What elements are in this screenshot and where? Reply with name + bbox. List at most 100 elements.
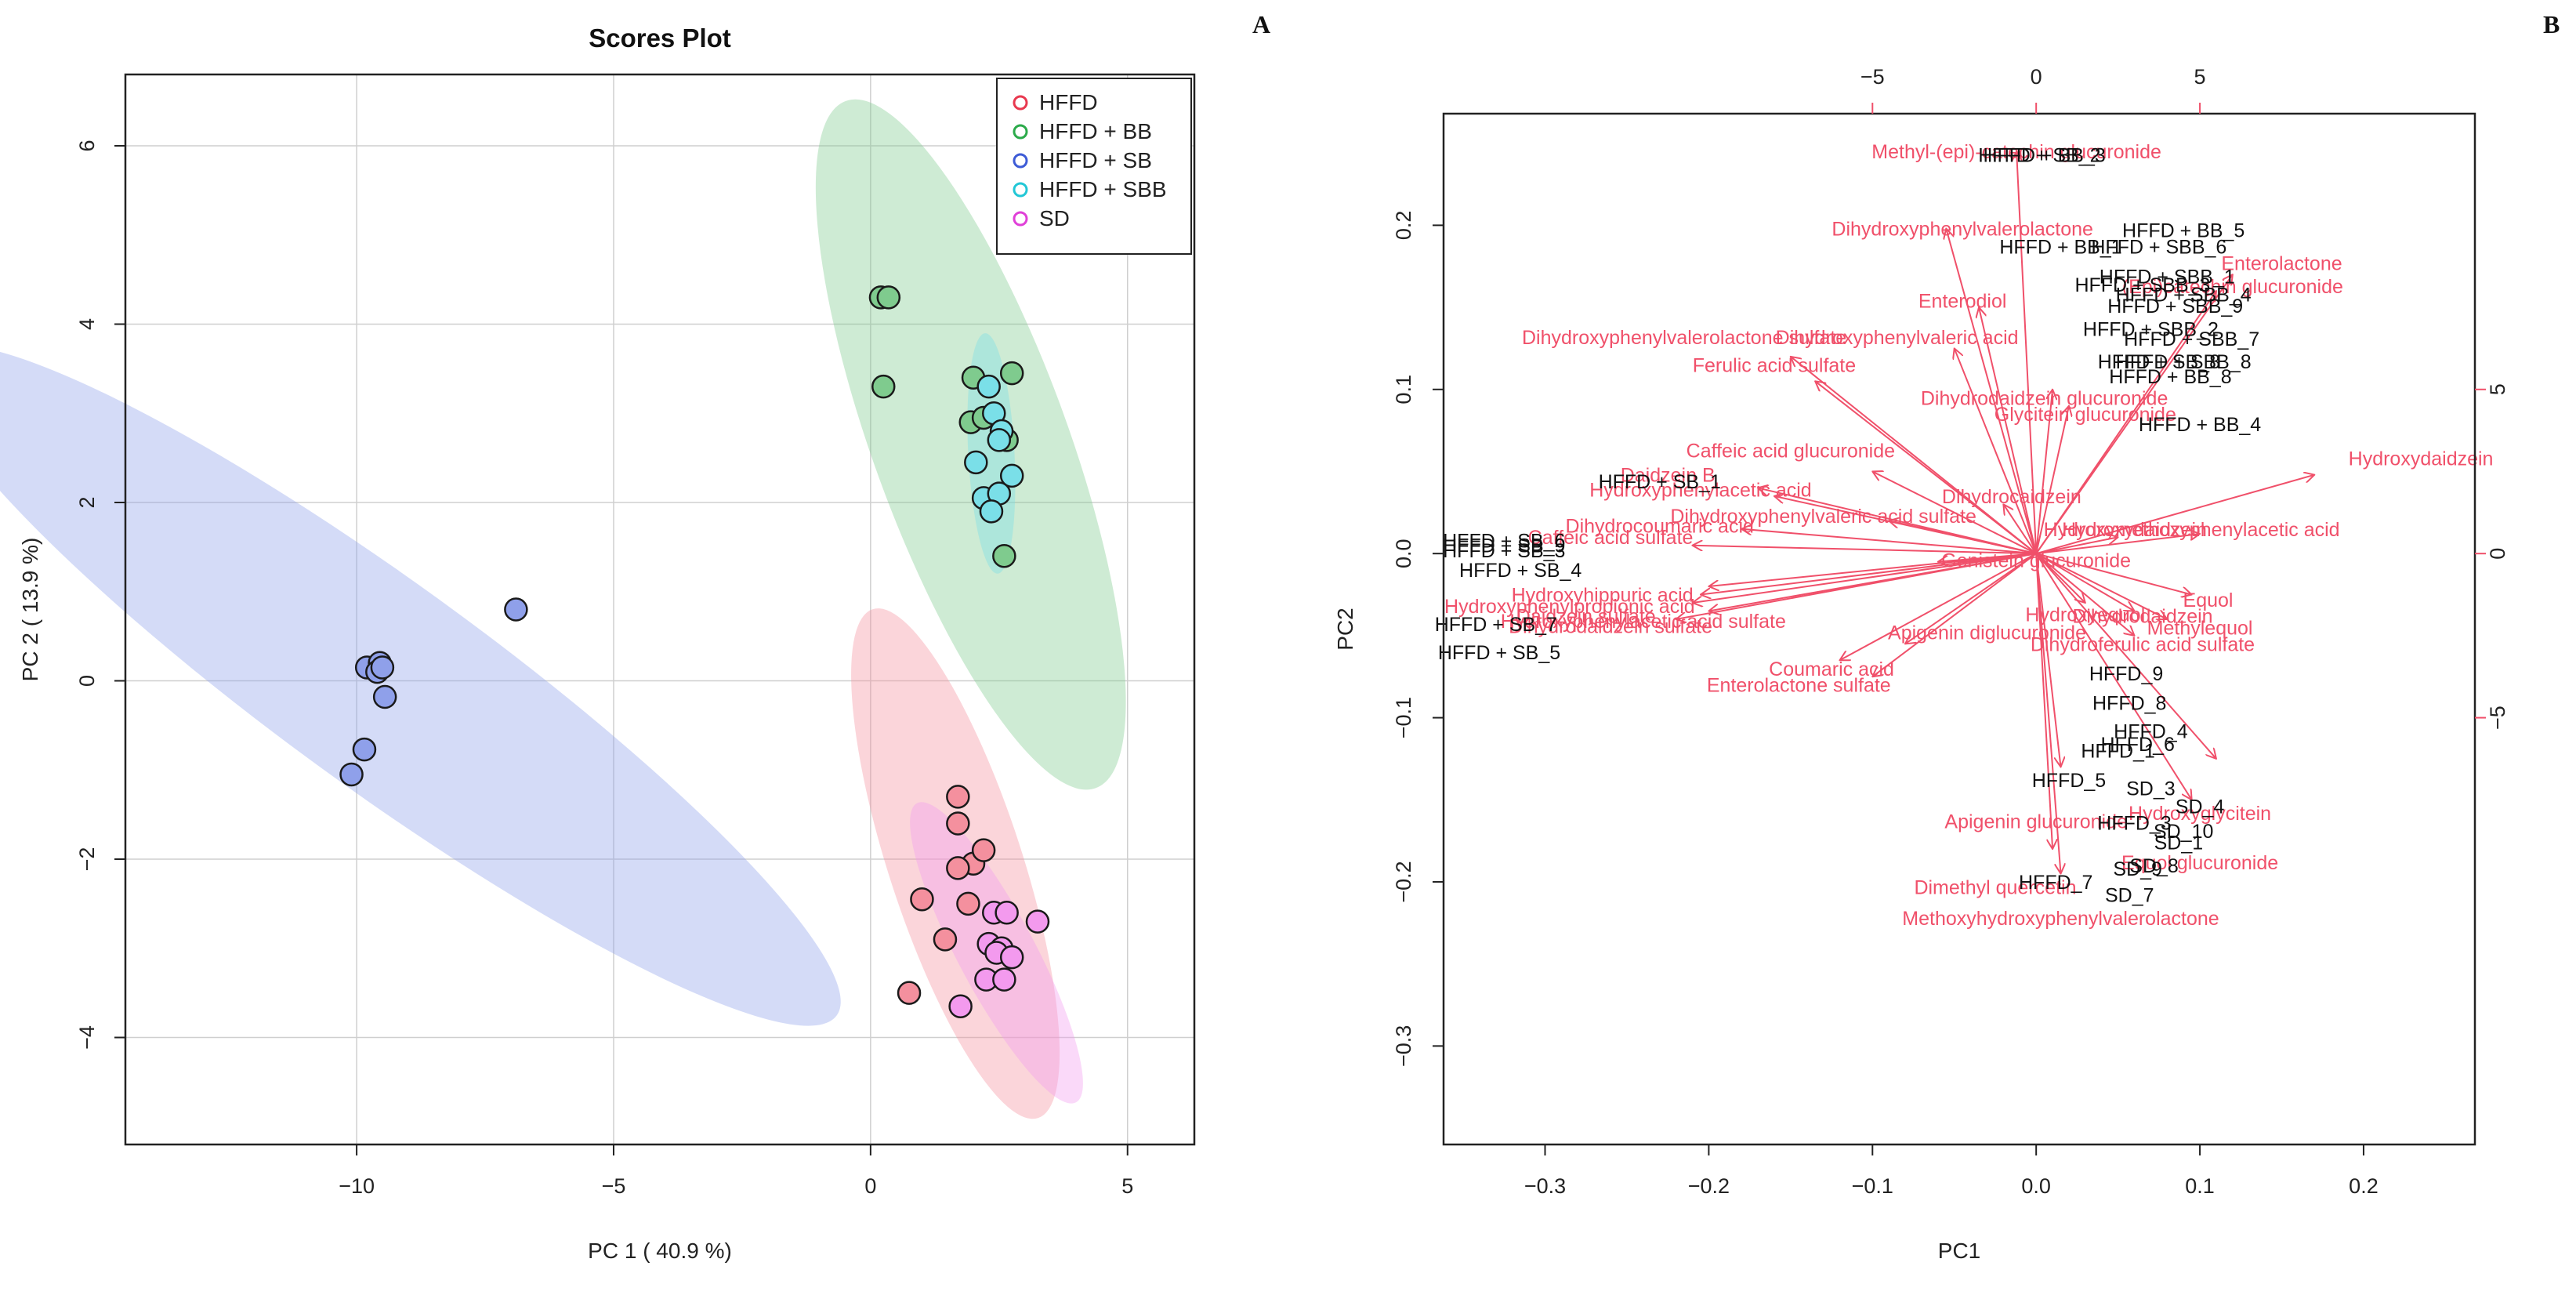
x-tick-label: 5 bbox=[1121, 1174, 1133, 1198]
top-tick-label: 5 bbox=[2194, 65, 2206, 89]
sample-label: HFFD + SBB_7 bbox=[2124, 328, 2259, 350]
loading-arrow bbox=[2035, 553, 2216, 759]
loading-arrow bbox=[2035, 475, 2314, 555]
y-tick-label: 6 bbox=[75, 140, 99, 151]
legend-marker bbox=[1013, 153, 1028, 169]
loading-label: Dihydrocaidzein bbox=[1942, 486, 2081, 508]
loading-label: Hydroxydaidzein bbox=[2062, 519, 2207, 541]
sample-label: HFFD + SB_5 bbox=[1438, 642, 1560, 664]
loading-arrow bbox=[1741, 529, 2037, 555]
loading-label: Hydroxyequol bbox=[2025, 604, 2145, 626]
data-point bbox=[976, 374, 1001, 399]
sample-label: HFFD_8 bbox=[2092, 693, 2166, 715]
loading-label: Enterodiol bbox=[1918, 291, 2007, 313]
y-axis-label: PC 2 ( 13.9 %) bbox=[18, 538, 42, 682]
loading-label: Dihydroxyphenylvalerolactone bbox=[1831, 219, 2093, 241]
y-tick-label: 0.1 bbox=[1392, 375, 1415, 404]
loading-label: Dihydrocoumaric acid bbox=[1566, 516, 1754, 538]
y-tick-label: −0.3 bbox=[1392, 1025, 1415, 1067]
data-point bbox=[964, 450, 988, 475]
loading-arrow bbox=[2035, 390, 2052, 554]
data-point bbox=[370, 655, 395, 680]
sample-label: HFFD_7 bbox=[2019, 872, 2092, 894]
loading-label: Ferulic acid sulfate bbox=[1693, 354, 1856, 376]
x-tick-label: −0.2 bbox=[1688, 1174, 1730, 1198]
legend: HFFD HFFD + BB HFFD + SB HFFD + SBB SD bbox=[996, 78, 1192, 255]
data-point bbox=[871, 374, 896, 399]
sample-label: SD_10 bbox=[2154, 821, 2213, 843]
y-tick-label: 0.0 bbox=[1392, 539, 1415, 568]
data-point bbox=[876, 285, 901, 310]
sample-label: HFFD + SB_4 bbox=[1459, 560, 1581, 582]
loading-label: Enterolactone bbox=[2221, 253, 2342, 275]
loading-label: Dihydroxyphenylvalerolactone sulfate bbox=[1522, 327, 1846, 349]
legend-marker bbox=[1013, 95, 1028, 111]
y-tick-label: 0 bbox=[75, 675, 99, 687]
confidence-ellipse-hffd-bb bbox=[815, 99, 1126, 790]
legend-marker bbox=[1013, 124, 1028, 140]
sample-label: HFFD + BB_8 bbox=[2109, 366, 2231, 388]
loading-label: Glycitein glucuronide bbox=[1994, 404, 2176, 426]
loading-label: Hydroxyphenylacetic acid sulfate bbox=[1501, 611, 1786, 633]
y-tick-label: 0.2 bbox=[1392, 211, 1415, 241]
x-tick-label: 0 bbox=[864, 1174, 876, 1198]
loading-arrow bbox=[2035, 406, 2069, 554]
sample-label: HFFD + SBB_1 bbox=[2100, 266, 2235, 288]
loading-label: Hydroxyphenylacetic acid bbox=[1589, 480, 1811, 502]
sample-label: HFFD + BB_1 bbox=[1999, 237, 2121, 259]
sample-label: HFFD + SB_7 bbox=[1435, 614, 1557, 636]
loading-arrow bbox=[2035, 553, 2167, 619]
loading-label: Dihydroxyphenylvaleric acid sulfate bbox=[1670, 506, 1976, 528]
loading-arrow bbox=[2035, 553, 2134, 636]
loading-arrow bbox=[2016, 151, 2038, 554]
sample-label: HFFD + BB_5 bbox=[2122, 220, 2244, 242]
loading-arrow bbox=[2035, 553, 2134, 611]
loading-arrow bbox=[1708, 553, 2037, 586]
sample-label: HFFD_1 bbox=[2081, 740, 2154, 762]
sample-label: HFFD + SB_3 bbox=[1443, 540, 1565, 562]
x-tick-label: 0.1 bbox=[2185, 1174, 2215, 1198]
x-tick-label: −10 bbox=[339, 1174, 375, 1198]
data-point bbox=[992, 967, 1016, 992]
top-tick-label: −5 bbox=[1860, 65, 1885, 89]
y-tick-label: −0.2 bbox=[1392, 861, 1415, 902]
loading-arrow bbox=[1905, 553, 2037, 644]
loading-arrow bbox=[1676, 553, 2037, 619]
data-point bbox=[1025, 909, 1050, 934]
sample-label: HFFD_3 bbox=[2097, 813, 2171, 835]
loading-arrow bbox=[2003, 504, 2038, 554]
sample-label: HFFD + SB_1 bbox=[1599, 471, 1721, 493]
sample-label: HFFD + SBB_2 bbox=[2083, 318, 2219, 340]
x-tick-label: 0.2 bbox=[2349, 1174, 2379, 1198]
legend-box bbox=[996, 78, 1192, 255]
loading-label: Hydroxyglycitein bbox=[2129, 803, 2271, 825]
loading-arrow bbox=[1955, 348, 2038, 554]
loading-arrow bbox=[1693, 553, 2037, 603]
x-tick-label: −5 bbox=[602, 1174, 626, 1198]
loading-arrow bbox=[2035, 537, 2118, 555]
data-point bbox=[504, 597, 528, 622]
sample-label: SD_1 bbox=[2154, 832, 2204, 854]
data-point bbox=[948, 994, 973, 1018]
legend-label: HFFD + BB bbox=[1039, 119, 1152, 143]
loading-label: Dihydrodaidzein bbox=[2072, 606, 2212, 628]
data-point bbox=[995, 901, 1019, 925]
sample-label: HFFD + SB_2 bbox=[1978, 144, 2100, 166]
sample-label: HFFD_6 bbox=[2100, 734, 2174, 756]
plot-frame bbox=[124, 73, 1196, 1146]
loading-label: Caffeic acid sulfate bbox=[1528, 527, 1694, 549]
sample-label: HFFD_4 bbox=[2114, 720, 2188, 742]
panel-a-scores-plot: Scores Plot A −10 −5 0 5 −4 −2 0 2 4 6 PC 1 ( 40.9 %… bbox=[0, 10, 1270, 1263]
x-tick-label: −0.3 bbox=[1524, 1174, 1566, 1198]
top-tick-label: 0 bbox=[2031, 65, 2042, 89]
loading-arrow bbox=[1840, 553, 2037, 660]
data-point bbox=[933, 927, 958, 952]
loading-arrow bbox=[1693, 546, 2037, 555]
loading-arrow bbox=[1872, 553, 2037, 677]
sample-label: SD_3 bbox=[2126, 778, 2176, 800]
sample-label: HFFD + BB_4 bbox=[2139, 414, 2261, 436]
data-point bbox=[372, 684, 397, 709]
sample-label: HFFD + SBB_3 bbox=[2074, 274, 2210, 296]
x-axis-label: PC1 bbox=[1938, 1239, 1980, 1263]
loading-label: Hydroxyhippuric acid bbox=[1512, 585, 1694, 607]
